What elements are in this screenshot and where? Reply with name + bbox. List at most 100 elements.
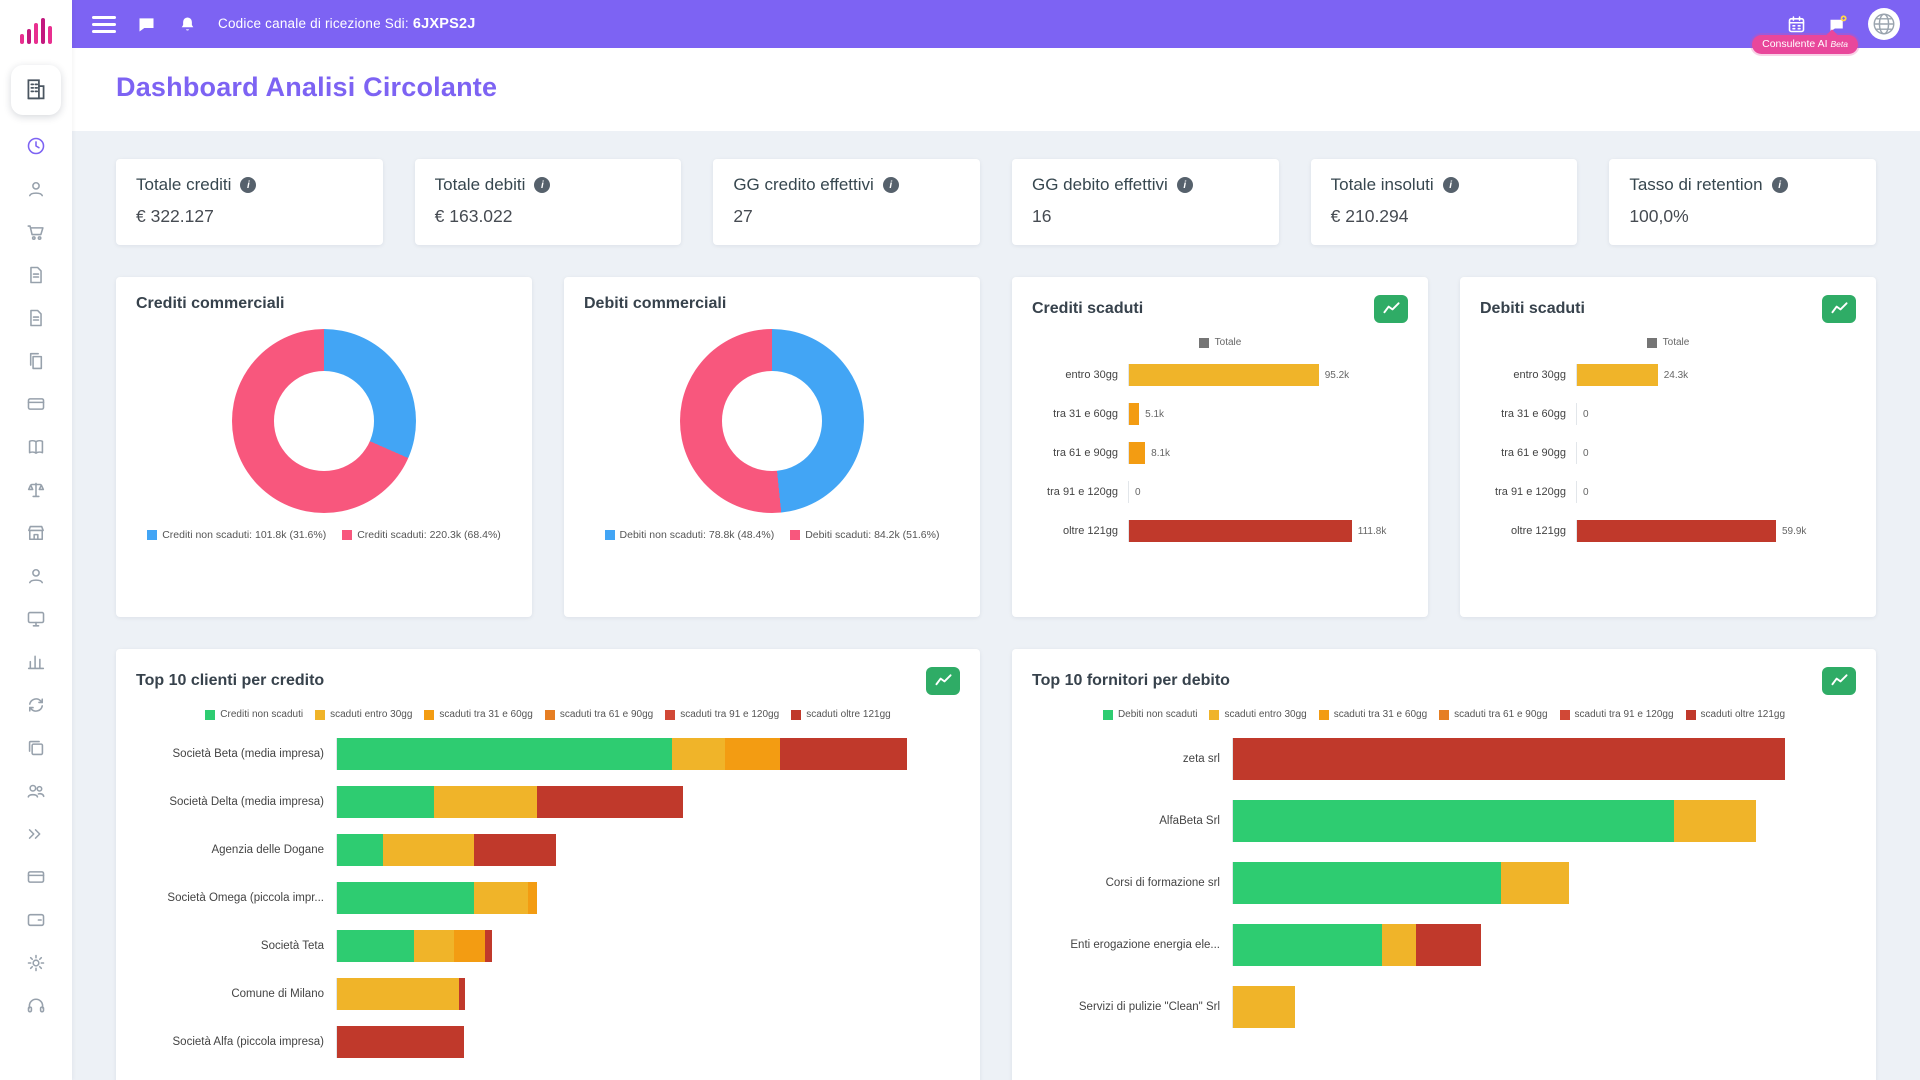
legend-item[interactable]: Crediti non scaduti: 101.8k (31.6%) bbox=[147, 529, 326, 541]
bar-segment[interactable] bbox=[382, 834, 474, 866]
sidebar-nav bbox=[16, 135, 56, 1019]
info-icon[interactable]: i bbox=[1771, 177, 1788, 193]
legend-item[interactable]: scaduti tra 31 e 60gg bbox=[1318, 709, 1427, 720]
bar-segment[interactable] bbox=[337, 738, 672, 770]
bell-icon[interactable] bbox=[177, 14, 198, 35]
sidebar-item-cart-2[interactable] bbox=[16, 221, 56, 245]
bar-segment[interactable] bbox=[1233, 862, 1502, 904]
legend-item[interactable]: Debiti non scaduti: 78.8k (48.4%) bbox=[604, 529, 774, 541]
legend-item[interactable]: scaduti tra 91 e 120gg bbox=[665, 709, 779, 720]
bar-segment[interactable] bbox=[473, 834, 557, 866]
sidebar-item-layers-14[interactable] bbox=[16, 737, 56, 761]
donut-chart[interactable] bbox=[232, 329, 416, 513]
bar-segment[interactable] bbox=[337, 930, 414, 962]
bar-segment[interactable] bbox=[413, 930, 454, 962]
sidebar-item-docs-5[interactable] bbox=[16, 350, 56, 374]
legend-item[interactable]: scaduti tra 31 e 60gg bbox=[424, 709, 533, 720]
bar[interactable] bbox=[1129, 442, 1146, 464]
sidebar-item-clock-0[interactable] bbox=[16, 135, 56, 159]
value-label: 95.2k bbox=[1324, 369, 1350, 381]
legend-item[interactable]: scaduti oltre 121gg bbox=[1685, 709, 1785, 720]
legend-item[interactable]: Debiti non scaduti bbox=[1102, 709, 1197, 720]
legend-item[interactable]: scaduti tra 91 e 120gg bbox=[1559, 709, 1674, 720]
person-icon bbox=[25, 565, 47, 590]
sidebar-item-chart-12[interactable] bbox=[16, 651, 56, 675]
info-icon[interactable]: i bbox=[1442, 177, 1459, 193]
toggle-chart-view-button[interactable] bbox=[1374, 295, 1408, 323]
bar-segment[interactable] bbox=[337, 1026, 464, 1058]
bar-segment[interactable] bbox=[485, 930, 493, 962]
info-icon[interactable]: i bbox=[882, 177, 899, 193]
info-icon[interactable]: i bbox=[1176, 177, 1193, 193]
consulente-ai-chat-icon[interactable] bbox=[1827, 14, 1848, 35]
bar-segment[interactable] bbox=[725, 738, 780, 770]
bar-segment[interactable] bbox=[337, 978, 460, 1010]
bar-segment[interactable] bbox=[1233, 800, 1675, 842]
sidebar-item-card-17[interactable] bbox=[16, 866, 56, 890]
bar-segment[interactable] bbox=[1233, 924, 1382, 966]
bar-segment[interactable] bbox=[337, 882, 475, 914]
sidebar-item-book-7[interactable] bbox=[16, 436, 56, 460]
sidebar-item-doc-3[interactable] bbox=[16, 264, 56, 288]
toggle-chart-view-button[interactable] bbox=[1822, 295, 1856, 323]
sidebar-item-bank-9[interactable] bbox=[16, 522, 56, 546]
legend-item[interactable]: scaduti tra 61 e 90gg bbox=[544, 709, 653, 720]
bar-segment[interactable] bbox=[1381, 924, 1416, 966]
sidebar-item-headset-20[interactable] bbox=[16, 995, 56, 1019]
legend-item[interactable]: scaduti oltre 121gg bbox=[791, 709, 891, 720]
sidebar-item-gear-19[interactable] bbox=[16, 952, 56, 976]
bar-row: tra 31 e 60gg 0 bbox=[1480, 403, 1856, 425]
toggle-chart-view-button[interactable] bbox=[1822, 667, 1856, 695]
sidebar-item-doc-4[interactable] bbox=[16, 307, 56, 331]
bar-segment[interactable] bbox=[1674, 800, 1756, 842]
bar[interactable] bbox=[1577, 364, 1658, 386]
card-top-fornitori-debito: Top 10 fornitori per debito Debiti non s… bbox=[1012, 649, 1876, 1080]
bar[interactable] bbox=[1577, 520, 1776, 542]
legend-item[interactable]: scaduti entro 30gg bbox=[1209, 709, 1307, 720]
bar-segment[interactable] bbox=[474, 882, 528, 914]
bar-segment[interactable] bbox=[671, 738, 726, 770]
bar-segment[interactable] bbox=[453, 930, 486, 962]
sidebar-item-person-1[interactable] bbox=[16, 178, 56, 202]
bar-segment[interactable] bbox=[337, 834, 383, 866]
sidebar-item-card-6[interactable] bbox=[16, 393, 56, 417]
bar-segment[interactable] bbox=[527, 882, 538, 914]
sidebar-item-people-15[interactable] bbox=[16, 780, 56, 804]
legend-item[interactable]: scaduti tra 61 e 90gg bbox=[1439, 709, 1548, 720]
calendar-icon[interactable] bbox=[1786, 14, 1807, 35]
toggle-chart-view-button[interactable] bbox=[926, 667, 960, 695]
user-avatar[interactable] bbox=[1868, 8, 1900, 40]
legend-item[interactable]: scaduti entro 30gg bbox=[315, 709, 412, 720]
info-icon[interactable]: i bbox=[534, 177, 551, 193]
kpi-label: Tasso di retention bbox=[1629, 175, 1763, 194]
bar-segment[interactable] bbox=[1501, 862, 1569, 904]
bar-segment[interactable] bbox=[337, 786, 434, 818]
consulente-ai-badge[interactable]: Consulente AI Beta bbox=[1752, 35, 1858, 54]
bar-segment[interactable] bbox=[780, 738, 907, 770]
bar-segment[interactable] bbox=[536, 786, 683, 818]
sidebar-item-person-10[interactable] bbox=[16, 565, 56, 589]
bar[interactable] bbox=[1129, 403, 1140, 425]
bar-segment[interactable] bbox=[433, 786, 537, 818]
sidebar-item-monitor-11[interactable] bbox=[16, 608, 56, 632]
legend-item[interactable]: Crediti non scaduti bbox=[205, 709, 303, 720]
sidebar-item-arrows-16[interactable] bbox=[16, 823, 56, 847]
sidebar-item-scale-8[interactable] bbox=[16, 479, 56, 503]
menu-icon[interactable] bbox=[92, 15, 116, 33]
donut-chart[interactable] bbox=[680, 329, 864, 513]
bar-segment[interactable] bbox=[459, 978, 466, 1010]
company-selector-button[interactable] bbox=[11, 65, 61, 115]
legend-label[interactable]: Totale bbox=[1662, 337, 1690, 348]
info-icon[interactable]: i bbox=[240, 177, 257, 193]
bar-segment[interactable] bbox=[1233, 738, 1786, 780]
sidebar-item-wallet-18[interactable] bbox=[16, 909, 56, 933]
bar[interactable] bbox=[1129, 364, 1319, 386]
chat-icon[interactable] bbox=[136, 14, 157, 35]
bar-segment[interactable] bbox=[1233, 986, 1296, 1028]
bar-segment[interactable] bbox=[1415, 924, 1482, 966]
bar[interactable] bbox=[1129, 520, 1352, 542]
legend-label[interactable]: Totale bbox=[1214, 337, 1242, 348]
legend-item[interactable]: Crediti scaduti: 220.3k (68.4%) bbox=[342, 529, 501, 541]
sidebar-item-sync-13[interactable] bbox=[16, 694, 56, 718]
legend-item[interactable]: Debiti scaduti: 84.2k (51.6%) bbox=[790, 529, 939, 541]
